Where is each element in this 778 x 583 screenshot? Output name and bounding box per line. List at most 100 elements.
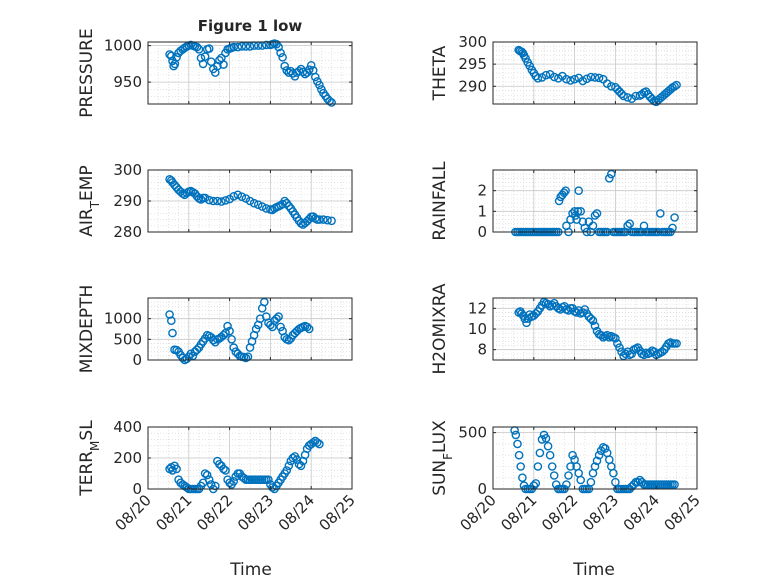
data-point — [605, 173, 614, 183]
data-point — [253, 200, 263, 209]
data-point — [196, 195, 206, 204]
data-point — [590, 73, 600, 82]
data-point — [518, 473, 527, 483]
data-point — [570, 206, 579, 216]
data-point — [561, 186, 570, 195]
data-point — [549, 471, 559, 480]
data-point — [623, 221, 632, 231]
x-tick-label: 08/23 — [234, 491, 277, 534]
data-point — [576, 475, 586, 485]
data-point — [264, 475, 273, 485]
data-point — [516, 462, 526, 471]
data-point — [596, 330, 606, 340]
data-point — [219, 464, 228, 474]
figure-title: Figure 1 low — [198, 17, 303, 35]
y-tick-label: 300 — [113, 161, 142, 179]
data-point — [559, 188, 569, 197]
y-axis-label: SUNFLUX — [430, 420, 455, 496]
data-point — [170, 180, 179, 190]
data-point — [192, 345, 202, 355]
data-point — [229, 42, 238, 52]
data-point — [168, 328, 177, 338]
axes-box — [147, 297, 353, 361]
y-tick-label: 1000 — [104, 37, 142, 55]
data-point — [204, 195, 214, 205]
data-point — [284, 201, 294, 211]
data-point — [166, 51, 176, 61]
data-point — [571, 211, 580, 220]
data-point — [274, 42, 283, 52]
y-tick-label: 500 — [458, 424, 487, 442]
data-point — [225, 326, 234, 336]
data-point — [588, 221, 598, 231]
data-point — [280, 196, 290, 206]
data-point — [239, 473, 249, 483]
y-axis-label: TERRMSL — [77, 420, 102, 497]
data-point — [306, 61, 316, 70]
data-point — [590, 462, 600, 471]
data-point — [617, 89, 626, 99]
data-point — [204, 44, 214, 53]
axes-box — [147, 41, 353, 105]
y-tick-label: 1 — [477, 202, 487, 220]
data-point — [549, 72, 559, 82]
data-point — [580, 305, 590, 314]
data-point — [533, 74, 543, 83]
data-point — [590, 211, 600, 220]
axes-box — [492, 169, 698, 233]
y-tick-label: 950 — [113, 73, 142, 91]
data-point — [672, 80, 681, 90]
y-tick-label: 2 — [477, 182, 487, 200]
axes-box — [492, 426, 698, 490]
y-axis-label: PRESSURE — [77, 28, 97, 117]
data-point — [233, 42, 243, 52]
x-tick-label: 08/24 — [275, 491, 318, 534]
x-tick-label: 08/24 — [620, 491, 663, 534]
data-point — [594, 450, 604, 460]
data-point — [586, 72, 596, 82]
data-point — [304, 324, 314, 334]
data-point — [288, 453, 298, 463]
data-point — [315, 439, 324, 449]
data-point — [213, 61, 222, 71]
data-point — [276, 322, 285, 332]
data-point — [625, 219, 635, 228]
data-point — [511, 430, 521, 440]
data-point — [223, 321, 232, 331]
data-point — [580, 223, 590, 233]
data-point — [200, 193, 210, 203]
y-tick-label: 400 — [113, 418, 142, 436]
y-tick-label: 8 — [477, 341, 487, 359]
x-tick-label: 08/25 — [661, 491, 704, 534]
data-point — [325, 96, 334, 106]
data-point — [531, 309, 541, 318]
y-axis-label: H2OMIXRA — [430, 283, 450, 374]
data-point — [302, 322, 312, 332]
data-point — [564, 471, 573, 480]
x-tick-label: 08/25 — [316, 491, 359, 534]
data-point — [592, 456, 602, 466]
data-point — [545, 450, 555, 460]
y-tick-label: 295 — [458, 55, 487, 73]
data-point — [208, 335, 218, 345]
data-point — [531, 479, 541, 488]
data-point — [588, 316, 598, 326]
subplot-terr_msl: 08/2008/2108/2208/2308/2408/250200400TER… — [77, 418, 359, 534]
data-point — [586, 314, 596, 324]
data-point — [233, 190, 243, 200]
data-point — [172, 464, 181, 474]
subplot-h2omixra: 8 10 12 H2OMIXRA — [430, 283, 698, 375]
data-point — [562, 74, 571, 84]
data-point — [227, 334, 236, 344]
data-point — [658, 347, 667, 357]
data-point — [182, 483, 192, 492]
data-point — [282, 466, 292, 475]
data-point — [566, 462, 575, 471]
data-point — [217, 197, 226, 206]
data-point — [600, 444, 610, 453]
data-point — [574, 186, 584, 195]
data-point — [570, 74, 579, 84]
y-tick-label: 12 — [468, 299, 487, 317]
data-point — [554, 74, 563, 83]
data-point — [668, 223, 677, 233]
